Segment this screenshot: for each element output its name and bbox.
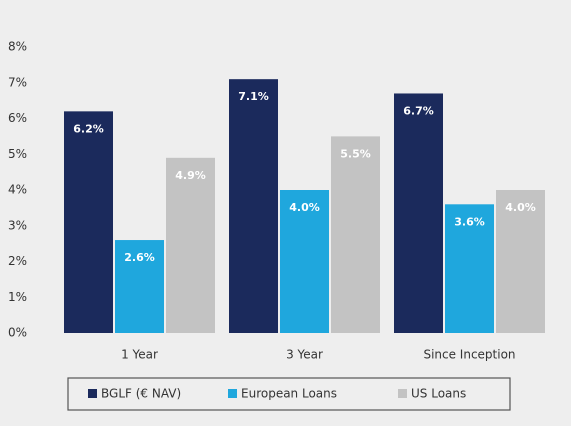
bar <box>166 157 215 333</box>
value-label: 4.0% <box>505 201 536 214</box>
y-tick-label: 3% <box>8 218 27 232</box>
x-tick-label: Since Inception <box>423 348 515 362</box>
y-tick-label: 6% <box>8 111 27 125</box>
value-label: 6.7% <box>403 104 434 117</box>
legend-label: European Loans <box>241 387 337 401</box>
x-tick-label: 3 Year <box>286 348 323 362</box>
bar <box>229 79 278 333</box>
bar <box>331 136 380 333</box>
legend-swatch <box>228 389 237 398</box>
y-tick-label: 0% <box>8 326 27 340</box>
y-tick-label: 4% <box>8 183 27 197</box>
value-label: 6.2% <box>73 122 104 135</box>
bar <box>280 190 329 333</box>
bar <box>64 111 113 333</box>
x-tick-label: 1 Year <box>121 348 158 362</box>
bar <box>394 93 443 333</box>
y-tick-label: 7% <box>8 75 27 89</box>
y-tick-label: 1% <box>8 290 27 304</box>
legend-box <box>67 377 511 411</box>
value-label: 3.6% <box>454 215 485 228</box>
value-label: 2.6% <box>124 251 155 264</box>
legend-swatch <box>88 389 97 398</box>
bar <box>496 190 545 333</box>
y-tick-label: 5% <box>8 147 27 161</box>
y-tick-label: 8% <box>8 40 27 54</box>
bar <box>115 240 164 333</box>
y-tick-label: 2% <box>8 254 27 268</box>
value-label: 4.9% <box>175 169 206 182</box>
legend-swatch <box>398 389 407 398</box>
value-label: 4.0% <box>289 201 320 214</box>
bar <box>445 204 494 333</box>
legend-label: BGLF (€ NAV) <box>101 387 181 401</box>
legend-label: US Loans <box>411 387 466 401</box>
value-label: 5.5% <box>340 147 371 160</box>
value-label: 7.1% <box>238 90 269 103</box>
